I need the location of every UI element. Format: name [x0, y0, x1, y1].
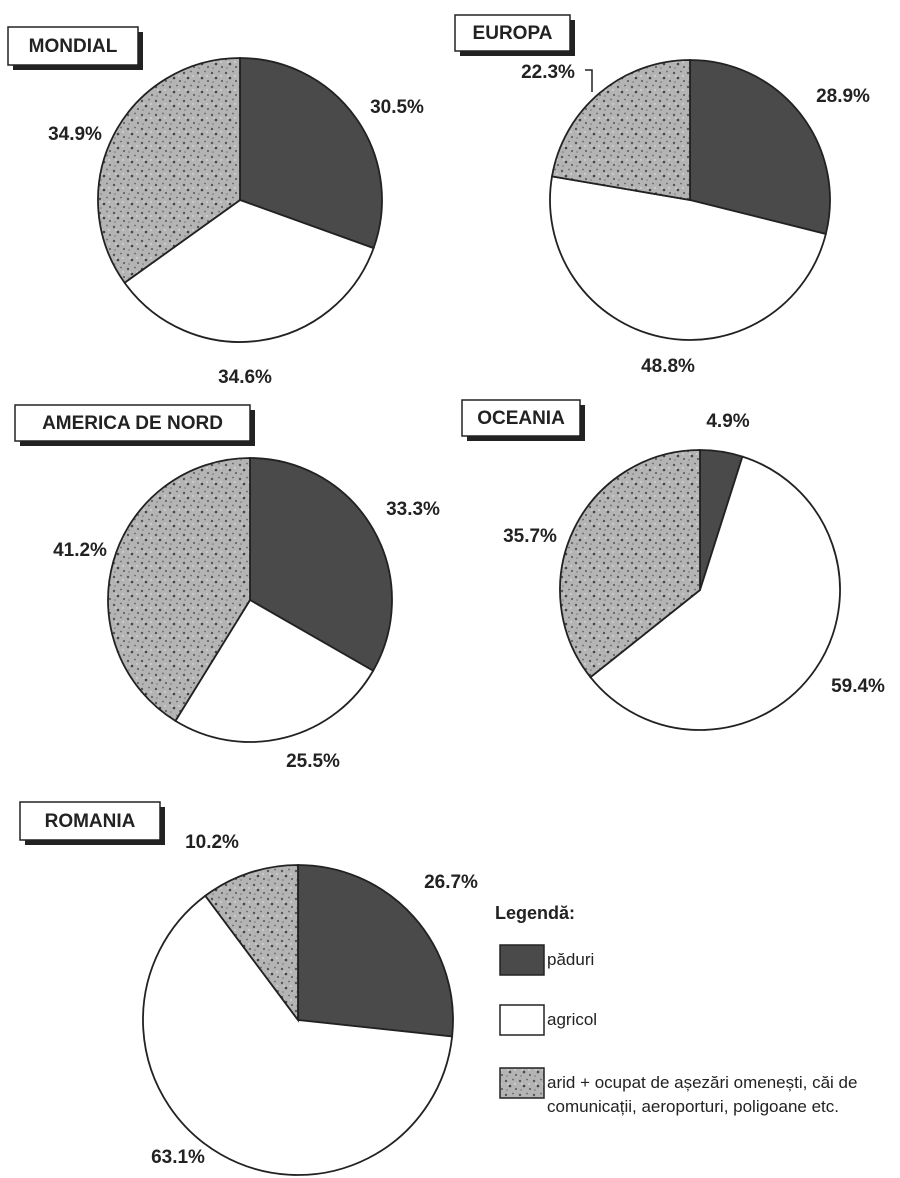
slice-label: 26.7% — [424, 872, 478, 893]
pie-slice — [689, 59, 831, 236]
slice-label: 4.9% — [706, 411, 749, 432]
slice-label: 35.7% — [503, 526, 557, 547]
legend-label: arid + ocupat de așezări omenești, căi d… — [547, 1073, 858, 1116]
pie-slice — [174, 598, 375, 743]
slice-label: 10.2% — [185, 832, 239, 853]
slice-label: 33.3% — [386, 499, 440, 520]
chart-title: AMERICA DE NORD — [42, 413, 223, 434]
pie-slice — [550, 59, 691, 202]
pie-slice — [249, 457, 393, 672]
slice-label: 59.4% — [831, 676, 885, 697]
pie-slice — [123, 198, 375, 343]
chart-title: EUROPA — [473, 23, 553, 44]
legend-swatch — [499, 1067, 545, 1099]
pie-slice — [239, 57, 383, 250]
slice-label: 41.2% — [53, 540, 107, 561]
pie-slice — [142, 894, 454, 1176]
legend-label: agricol — [547, 1010, 598, 1029]
pie-slice — [559, 449, 701, 679]
title-box — [14, 404, 251, 442]
slice-label: 48.8% — [641, 356, 695, 377]
title-box — [461, 399, 581, 437]
legend-title: Legendă: — [495, 903, 576, 923]
legend-swatch — [499, 1004, 545, 1036]
pie-slice — [549, 175, 827, 341]
slice-label: 34.9% — [48, 124, 102, 145]
pie-slice — [107, 457, 251, 723]
legend-swatch — [499, 944, 545, 976]
chart-title: MONDIAL — [29, 36, 118, 57]
slice-label: 28.9% — [816, 86, 870, 107]
slice-label: 22.3% — [521, 62, 575, 83]
slice-label: 63.1% — [151, 1147, 205, 1168]
pie-slice — [204, 864, 299, 1023]
slice-label: 25.5% — [286, 751, 340, 772]
pie-slice — [297, 864, 454, 1038]
pie-slice — [589, 455, 841, 731]
title-box — [19, 801, 161, 841]
title-box — [7, 26, 139, 66]
leader-line — [585, 69, 593, 92]
title-box — [454, 14, 571, 52]
pie-slice — [97, 57, 241, 284]
slice-label: 30.5% — [370, 97, 424, 118]
slice-label: 34.6% — [218, 367, 272, 388]
chart-title: ROMANIA — [45, 811, 136, 832]
legend-label: păduri — [547, 950, 595, 969]
chart-title: OCEANIA — [477, 408, 565, 429]
